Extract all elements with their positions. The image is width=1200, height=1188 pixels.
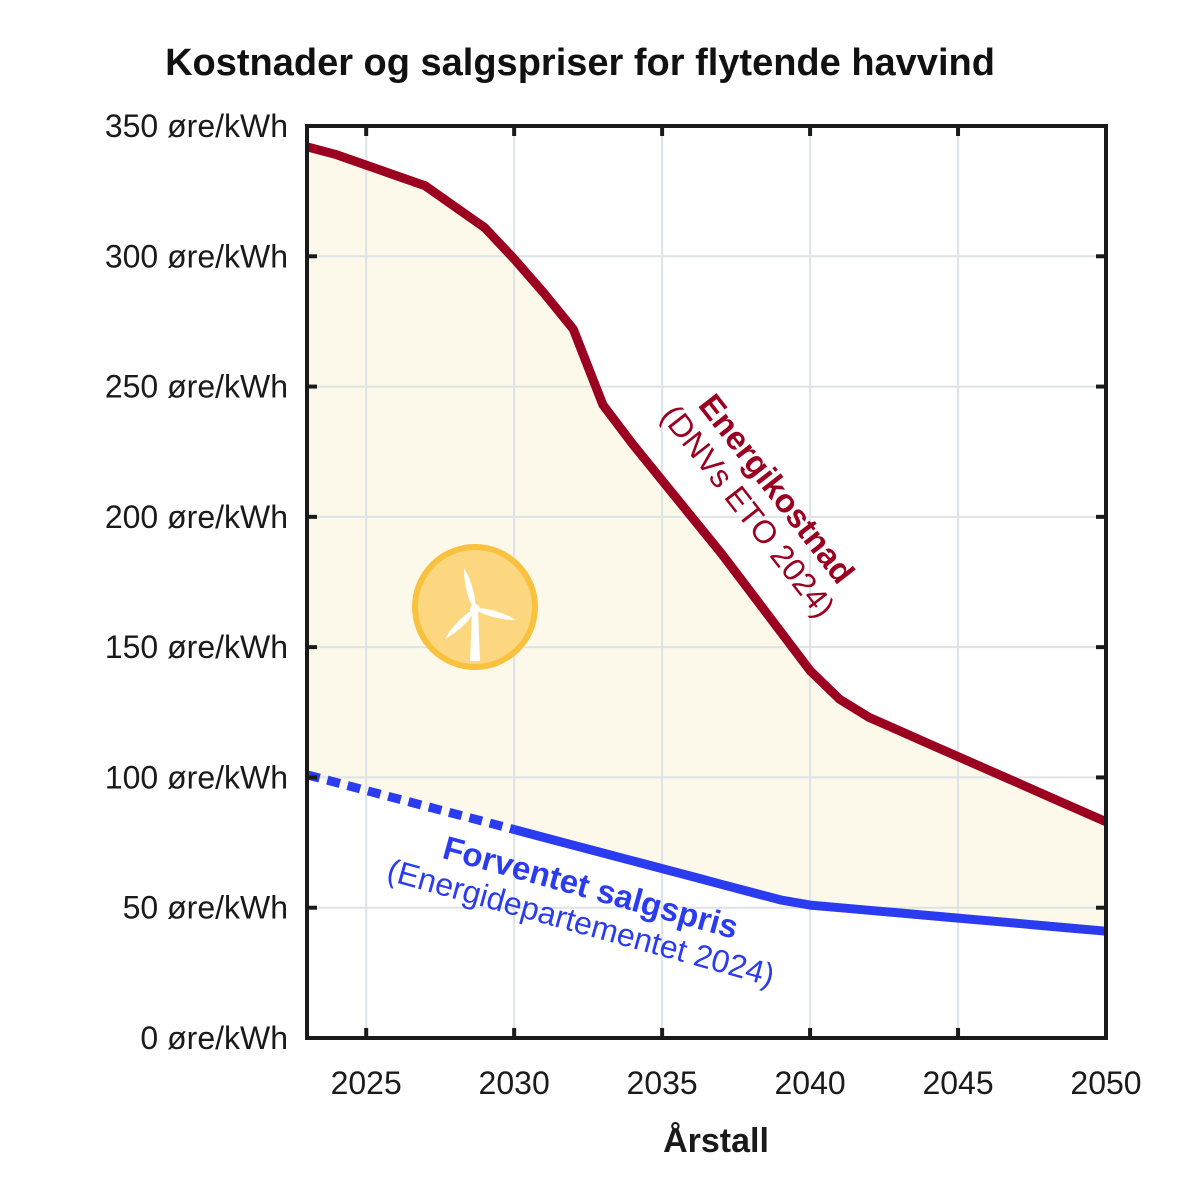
y-tick-label-150: 150 øre/kWh bbox=[105, 629, 288, 665]
plot-frame bbox=[305, 124, 1108, 1040]
y-tick-label-250: 250 øre/kWh bbox=[105, 369, 288, 405]
x-tick-label-2025: 2025 bbox=[331, 1065, 402, 1101]
turbine-blade bbox=[445, 609, 475, 639]
series-line-price-dotted bbox=[305, 770, 516, 834]
turbine-blade bbox=[464, 568, 476, 609]
y-tick-label-100: 100 øre/kWh bbox=[105, 759, 288, 795]
turbine-tower bbox=[470, 611, 480, 661]
x-tick-label-2040: 2040 bbox=[774, 1065, 845, 1101]
chart-title: Kostnader og salgspriser for flytende ha… bbox=[165, 42, 995, 84]
y-tick-label-0: 0 øre/kWh bbox=[140, 1020, 288, 1056]
turbine-blade bbox=[475, 608, 516, 620]
series-layer bbox=[305, 142, 1108, 936]
tick-labels: 0 øre/kWh 50 øre/kWh 100 øre/kWh 150 øre/kW… bbox=[105, 108, 1142, 1101]
y-tick-label-300: 300 øre/kWh bbox=[105, 238, 288, 274]
turbine-hub bbox=[470, 604, 480, 614]
x-tick-label-2030: 2030 bbox=[479, 1065, 550, 1101]
series-line-price-solid bbox=[512, 825, 1107, 936]
y-tick-label-350: 350 øre/kWh bbox=[105, 108, 288, 144]
wind-turbine-icon bbox=[412, 544, 538, 670]
x-tick-label-2035: 2035 bbox=[627, 1065, 698, 1101]
x-tick-label-2045: 2045 bbox=[922, 1065, 993, 1101]
x-tick-label-2050: 2050 bbox=[1070, 1065, 1141, 1101]
plot-border bbox=[305, 124, 1108, 1040]
y-tick-label-50: 50 øre/kWh bbox=[123, 890, 288, 926]
x-axis-label: Årstall bbox=[663, 1122, 769, 1160]
y-tick-label-200: 200 øre/kWh bbox=[105, 499, 288, 535]
series-line-cost bbox=[305, 142, 1108, 826]
